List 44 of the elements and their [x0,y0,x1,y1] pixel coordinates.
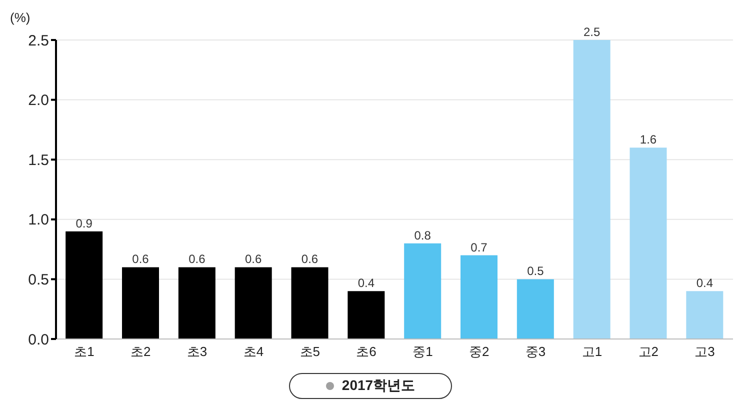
x-tick-label: 고3 [694,344,715,360]
bar [178,267,216,339]
data-label: 0.9 [76,216,93,230]
x-tick-label: 초4 [243,344,264,360]
data-label: 0.6 [188,252,206,266]
data-label: 0.7 [470,240,488,254]
y-axis-title: (%) [10,10,30,25]
bar [66,231,103,339]
y-tick-label: 0.5 [28,272,49,289]
bar [404,243,442,339]
x-tick-label: 초1 [74,344,94,360]
x-tick-label: 초5 [300,344,320,360]
data-label: 0.6 [301,252,318,266]
bar [630,148,667,339]
data-label: 0.6 [244,252,262,266]
legend-box: 2017학년도 [288,373,452,399]
x-tick-label: 초2 [130,344,151,360]
x-tick-label: 중1 [412,344,433,360]
y-tick-label: 0.0 [28,331,49,348]
x-tick-label: 초3 [186,344,208,360]
data-label: 0.4 [358,276,375,290]
y-tick-label: 2.0 [28,92,49,110]
data-label: 0.8 [414,228,432,242]
data-label: 0.6 [132,252,150,266]
y-tick-label: 1.5 [28,152,49,169]
bar [122,267,160,339]
x-tick-label: 중2 [469,344,490,360]
x-tick-label: 중3 [525,344,546,360]
bar [686,291,724,339]
data-label: 0.4 [696,276,714,290]
y-tick-label: 2.5 [28,32,49,50]
bar [460,255,498,339]
x-tick-label: 고1 [582,344,602,360]
bar [234,267,272,339]
data-label: 1.6 [640,132,657,147]
data-label: 0.5 [527,264,544,278]
bar [348,291,385,339]
bar [291,267,328,339]
y-tick-label: 1.0 [28,212,49,229]
data-label: 2.5 [583,25,601,39]
bar [573,40,610,339]
x-tick-label: 고2 [638,344,658,360]
bar [516,279,554,339]
x-tick-label: 초6 [356,344,376,360]
